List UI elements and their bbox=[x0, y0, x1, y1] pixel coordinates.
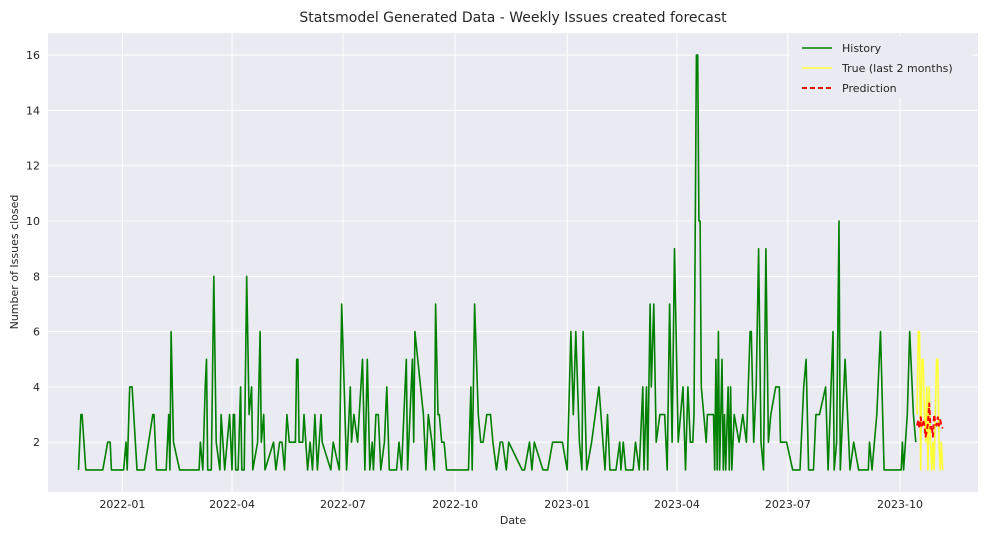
legend-entry-history: History bbox=[842, 42, 882, 55]
plot-background bbox=[48, 33, 978, 492]
y-tick-label: 12 bbox=[26, 160, 40, 173]
y-tick-label: 10 bbox=[26, 215, 40, 228]
x-tick-labels: 2022-01 2022-04 2022-07 2022-10 2023-01 2023-… bbox=[99, 498, 923, 511]
legend-entry-prediction: Prediction bbox=[842, 82, 897, 95]
y-tick-label: 4 bbox=[33, 381, 40, 394]
y-tick-labels: 2 4 6 8 10 12 14 16 bbox=[26, 49, 40, 449]
legend: History True (last 2 months) Prediction bbox=[790, 36, 972, 98]
y-tick-label: 16 bbox=[26, 49, 40, 62]
legend-entry-true: True (last 2 months) bbox=[841, 62, 953, 75]
x-tick-label: 2022-01 bbox=[99, 498, 145, 511]
x-tick-label: 2023-10 bbox=[877, 498, 923, 511]
x-tick-label: 2022-07 bbox=[320, 498, 366, 511]
series-history-line bbox=[77, 54, 917, 471]
x-axis-label: Date bbox=[500, 514, 527, 527]
y-tick-label: 14 bbox=[26, 104, 40, 117]
y-tick-label: 2 bbox=[33, 436, 40, 449]
chart-title: Statsmodel Generated Data - Weekly Issue… bbox=[299, 10, 727, 26]
x-tick-label: 2023-07 bbox=[765, 498, 811, 511]
y-tick-label: 8 bbox=[33, 270, 40, 283]
y-axis-label: Number of Issues closed bbox=[8, 195, 21, 330]
y-tick-label: 6 bbox=[33, 326, 40, 339]
x-tick-label: 2023-01 bbox=[544, 498, 590, 511]
x-gridlines bbox=[121, 33, 901, 492]
series-layer bbox=[77, 54, 944, 471]
x-tick-label: 2022-04 bbox=[209, 498, 255, 511]
x-tick-label: 2023-04 bbox=[654, 498, 700, 511]
x-tick-label: 2022-10 bbox=[432, 498, 478, 511]
